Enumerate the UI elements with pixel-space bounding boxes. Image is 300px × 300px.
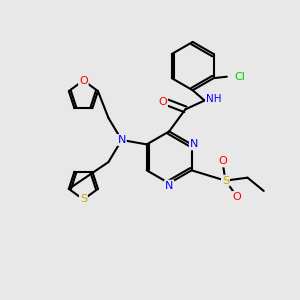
Text: N: N	[118, 135, 126, 145]
Text: O: O	[233, 192, 242, 202]
Text: N: N	[190, 140, 198, 149]
Text: N: N	[165, 181, 173, 190]
Text: S: S	[80, 194, 87, 205]
Text: S: S	[222, 176, 229, 186]
Text: Cl: Cl	[234, 72, 245, 82]
Text: O: O	[79, 76, 88, 85]
Text: O: O	[218, 157, 227, 166]
Text: O: O	[158, 97, 167, 107]
Text: NH: NH	[206, 94, 221, 104]
